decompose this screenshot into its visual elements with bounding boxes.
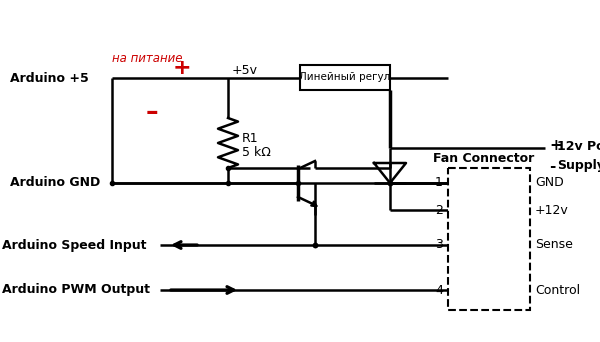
- Bar: [300, 65, 390, 90]
- Text: Arduino Speed Input: Arduino Speed Input: [2, 238, 146, 251]
- Text: +12v: +12v: [535, 203, 569, 216]
- Text: 12v Power: 12v Power: [557, 140, 600, 153]
- Text: 1: 1: [435, 176, 443, 189]
- Text: +: +: [173, 58, 191, 78]
- Text: Sense: Sense: [535, 238, 573, 251]
- Text: 5 kΩ: 5 kΩ: [242, 146, 271, 159]
- Text: на питание: на питание: [112, 52, 182, 65]
- Text: Control: Control: [535, 284, 580, 297]
- Text: Supply: Supply: [557, 159, 600, 172]
- Text: –: –: [146, 100, 158, 124]
- Text: 4: 4: [435, 284, 443, 297]
- Text: Arduino GND: Arduino GND: [10, 176, 100, 189]
- Text: -: -: [549, 158, 556, 173]
- Text: 3: 3: [435, 238, 443, 251]
- Text: 2: 2: [435, 203, 443, 216]
- Text: R1: R1: [242, 132, 259, 145]
- Text: Arduino +5: Arduino +5: [10, 71, 89, 84]
- Bar: [448, 168, 530, 310]
- Text: Arduino PWM Output: Arduino PWM Output: [2, 284, 150, 297]
- Text: Fan Connector: Fan Connector: [433, 152, 535, 165]
- Text: GND: GND: [535, 176, 564, 189]
- Text: +: +: [549, 139, 562, 154]
- Text: Линейный регул: Линейный регул: [299, 73, 391, 82]
- Text: +5v: +5v: [232, 64, 258, 77]
